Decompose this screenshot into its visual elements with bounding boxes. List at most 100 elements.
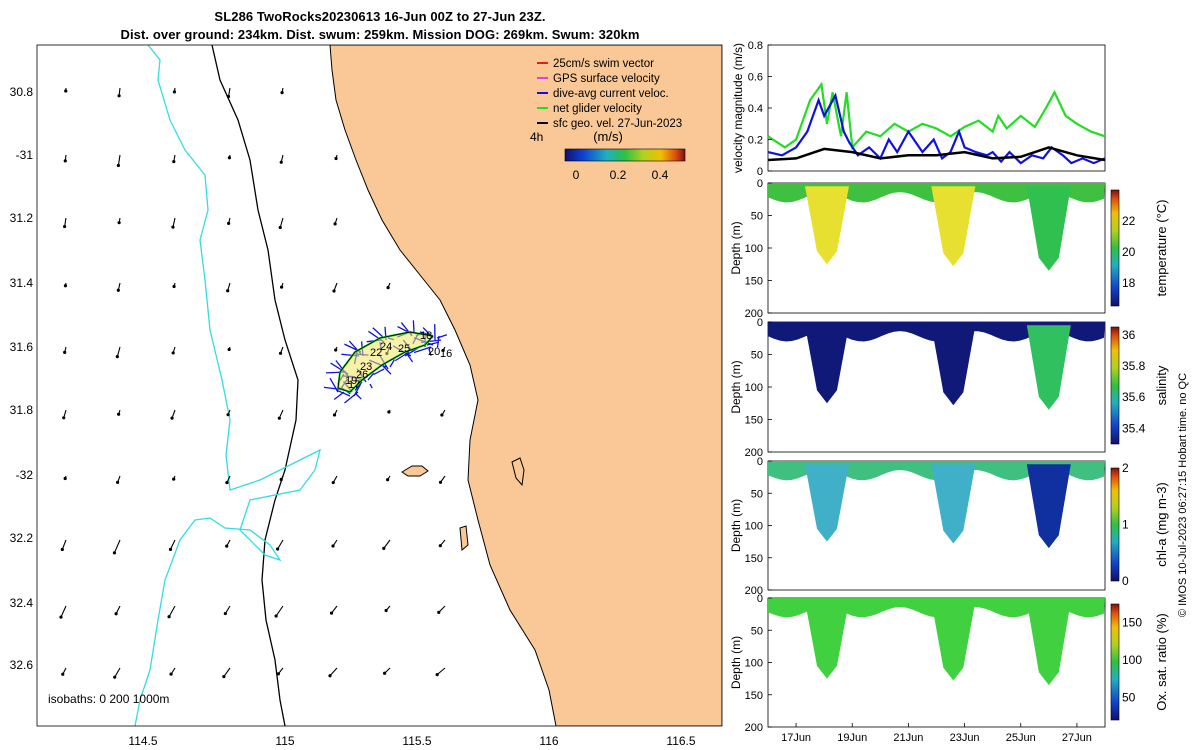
geo-velocity-arrow [226,409,231,417]
geo-velocity-arrow [280,282,284,289]
section-x-tick: 21Jun [893,732,923,744]
section-panel: 0 50 100 150 200 Depth (m) 0 1 2 chl-a (mg m-3) [729,456,1169,597]
dive-avg-vector [436,335,440,348]
geo-velocity-arrow [170,409,176,420]
geo-velocity-arrow [222,667,231,679]
geo-velocity-arrow [227,154,232,160]
section-colorbar [1110,603,1120,721]
chart-title-line2: Dist. over ground: 234km. Dist. swum: 25… [120,27,640,42]
velocity-ylabel: velocity magnitude (m/s) [731,43,745,173]
velocity-series-line [767,146,1106,162]
geo-velocity-arrow [63,154,67,163]
velocity-y-tick: 0.4 [748,103,763,115]
colorbar-tick: 150 [1122,616,1142,630]
glider-track [323,320,448,404]
geo-velocity-arrow [276,539,284,551]
geo-velocity-arrow [334,154,338,161]
legend-item: sfc geo. vel. 27-Jun-2023 [537,118,682,130]
geo-velocity-arrow [333,217,338,226]
velocity-y-tick: 0.2 [748,135,763,147]
deep-dive-profile [931,186,976,267]
geo-velocity-arrow [331,539,338,548]
map-y-tick: 31.2 [10,211,34,225]
map-y-tick: 32.6 [10,658,34,672]
geo-velocity-arrow [112,539,121,555]
geo-velocity-arrow [332,409,338,417]
colorbar-tick: 50 [1122,691,1136,705]
isobaths-label: isobaths: 0 200 1000m [48,692,169,706]
section-x-tick: 19Jun [837,732,867,744]
section-colorbar [1110,189,1120,307]
colorbar-tick: 35.4 [1122,421,1146,435]
geo-velocity-arrow [386,475,391,482]
geo-velocity-arrow [227,217,231,225]
geo-velocity-arrow [437,605,446,614]
section-y-tick: 0 [757,593,763,605]
geo-velocity-arrow [278,217,284,230]
section-y-tick: 150 [745,415,763,427]
dive-avg-vector [335,389,351,397]
geo-velocity-arrow [440,409,446,417]
deep-dive-profile [804,464,849,542]
colorbar-label: salinity [1154,365,1169,405]
map-y-tick: -31 [16,148,34,162]
section-y-tick: 100 [745,382,763,394]
island-penguin [459,525,469,551]
section-ylabel: Depth (m) [729,636,743,689]
deep-dive-profile [931,325,976,406]
geo-velocity-arrow [329,605,338,615]
colorbar-label: chl-a (mg m-3) [1154,482,1169,567]
colorbar-tick: 0.4 [652,168,669,182]
section-y-tick: 150 [745,690,763,702]
geo-velocity-arrow [226,282,231,293]
legend-item: net glider velocity [537,103,642,115]
legend-label: sfc geo. vel. 27-Jun-2023 [553,118,682,130]
geo-velocity-arrow [435,667,446,677]
geo-velocity-arrow [168,539,176,551]
dive-avg-vector [372,327,385,339]
map-frame [36,44,723,727]
track-day-label: 26 [356,369,368,381]
colorbar-tick: 2 [1122,461,1129,475]
legend-item: 25cm/s swim vector [537,58,654,70]
deep-dive-profile [931,464,976,544]
geo-velocity-arrow [172,87,177,94]
geo-velocity-arrow [61,667,67,676]
geo-velocity-arrow [279,475,284,482]
geo-velocity-arrow [277,409,284,420]
colorbar-tick: 20 [1122,245,1136,259]
section-ylabel: Depth (m) [729,360,743,413]
map-land [329,45,722,726]
dive-avg-vector [355,393,362,400]
geo-velocity-arrow [115,346,121,359]
geo-velocity-arrow [382,539,391,550]
section-y-tick: 200 [745,447,763,459]
geo-velocity-arrow [63,346,67,354]
timestamp-footer: © IMOS 10-Jul-2023 06:27:15 Hobart time.… [1177,373,1189,617]
colorbar-tick: 100 [1122,653,1142,667]
velocity-panel: 0 0.2 0.4 0.6 0.8 velocity magnitude (m/s) [731,40,1106,178]
track-day-label: 17 [348,379,360,391]
map-y-tick: 31.6 [10,340,34,354]
section-x-tick: 23Jun [950,732,980,744]
track-day-label: 16 [440,348,452,360]
velocity-y-tick: 0.8 [748,40,763,52]
track-day-label: 19 [345,375,357,387]
legend-item: dive-avg current veloc. [537,88,669,100]
map-legend: 25cm/s swim vector GPS surface velocity di… [530,58,686,182]
section-panel: 0 50 100 150 200 Depth (m) 18 20 22 temperature (… [729,178,1169,320]
geo-velocity-arrow [171,217,176,229]
geo-velocity-arrow [116,154,121,168]
geo-velocity-arrow [441,346,446,353]
geo-velocity-arrow [62,409,67,420]
section-y-tick: 50 [751,211,763,223]
colorbar-tick: 0.2 [610,168,627,182]
map-y-axis: 30.8 -31 31.2 31.4 31.6 31.8 -32 32.2 32.4 32.6 [10,85,34,672]
geo-velocity-arrow [227,346,231,352]
track-day-label: 20 [428,346,440,358]
geo-velocity-arrow [116,282,121,292]
geo-velocity-arrow [225,539,231,548]
section-y-tick: 0 [757,456,763,468]
deep-dive-profile [804,601,849,679]
track-day-label: 25 [398,343,410,355]
